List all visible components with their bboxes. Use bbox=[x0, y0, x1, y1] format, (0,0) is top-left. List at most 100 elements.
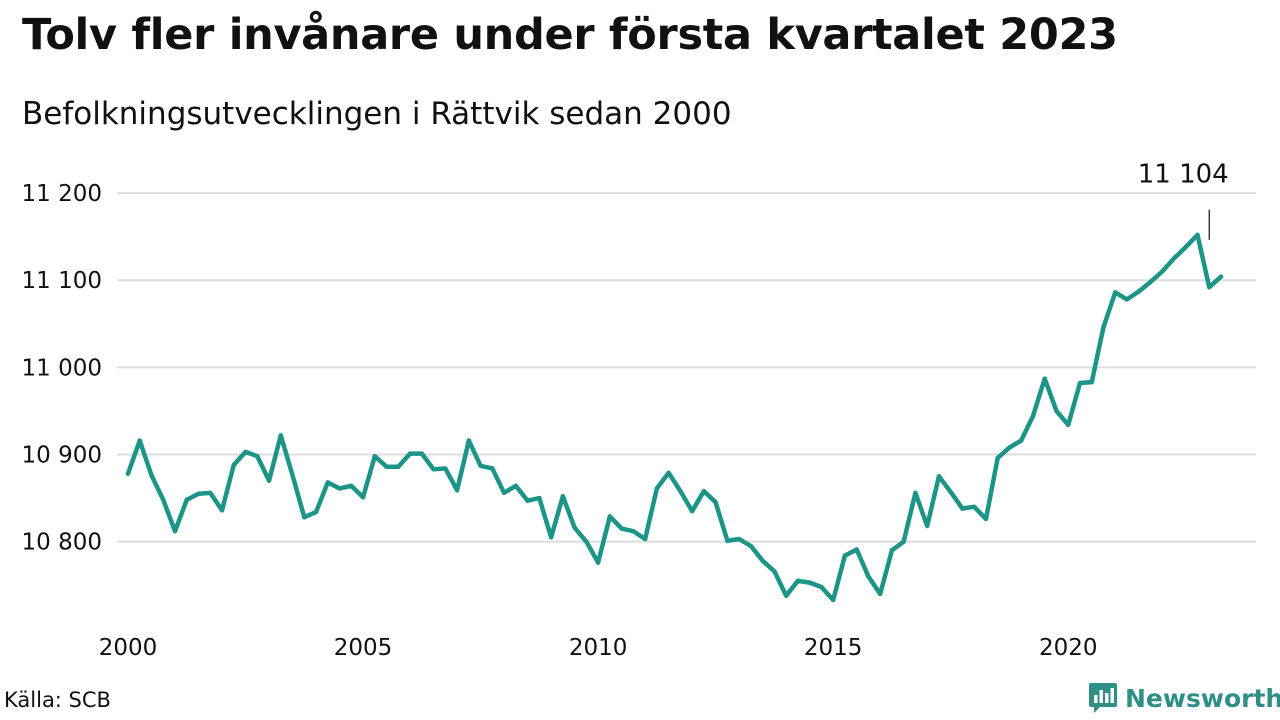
data-point bbox=[995, 455, 1000, 461]
data-point bbox=[219, 508, 225, 513]
data-point bbox=[196, 491, 201, 496]
data-point bbox=[537, 495, 542, 501]
data-point bbox=[1030, 413, 1036, 419]
data-point bbox=[924, 523, 930, 529]
chart-subtitle: Befolkningsutvecklingen i Rättvik sedan … bbox=[22, 96, 732, 132]
newsworthy-logo-icon bbox=[1089, 683, 1117, 713]
annotation-last-value: 11 104 bbox=[1138, 160, 1229, 190]
data-point bbox=[854, 547, 859, 552]
data-point bbox=[443, 466, 448, 471]
data-point bbox=[325, 480, 330, 485]
y-tick-label: 11 000 bbox=[22, 355, 102, 381]
data-point bbox=[396, 464, 401, 469]
data-point bbox=[983, 516, 989, 522]
data-point bbox=[1136, 289, 1141, 294]
data-point bbox=[795, 578, 801, 584]
data-point bbox=[654, 486, 660, 491]
data-point bbox=[877, 591, 883, 597]
data-point bbox=[149, 473, 154, 478]
data-point bbox=[1207, 284, 1212, 290]
data-point bbox=[725, 538, 730, 543]
brand-logo[interactable]: Newsworthy bbox=[1088, 682, 1280, 714]
data-point bbox=[642, 536, 648, 542]
data-point bbox=[783, 593, 789, 598]
data-point bbox=[290, 473, 295, 478]
data-point bbox=[1148, 279, 1153, 285]
data-point bbox=[302, 515, 307, 520]
data-point bbox=[819, 584, 824, 590]
data-point bbox=[713, 500, 718, 505]
data-point bbox=[419, 451, 425, 456]
data-point bbox=[595, 560, 601, 565]
data-point bbox=[1218, 274, 1224, 279]
data-point bbox=[243, 449, 248, 455]
data-point bbox=[1007, 445, 1012, 450]
data-point bbox=[407, 451, 413, 456]
data-point bbox=[631, 528, 636, 534]
population-line bbox=[125, 232, 1224, 603]
data-point bbox=[971, 504, 977, 509]
data-point bbox=[337, 486, 342, 491]
data-point bbox=[1171, 256, 1177, 261]
x-tick-label: 2020 bbox=[1039, 635, 1098, 661]
data-point bbox=[760, 558, 765, 564]
data-point bbox=[901, 539, 906, 544]
data-points bbox=[125, 232, 1224, 603]
data-point bbox=[960, 506, 965, 511]
data-point bbox=[1077, 380, 1083, 386]
data-point bbox=[161, 497, 166, 503]
data-point bbox=[1195, 232, 1200, 238]
data-point bbox=[1054, 408, 1059, 414]
data-point bbox=[1183, 244, 1188, 250]
data-point bbox=[360, 495, 366, 500]
chart-title: Tolv fler invånare under första kvartale… bbox=[22, 10, 1118, 60]
data-point bbox=[313, 509, 319, 515]
data-point bbox=[137, 438, 142, 443]
data-point bbox=[231, 462, 236, 468]
data-point bbox=[349, 483, 354, 489]
brand-name: Newsworthy bbox=[1125, 683, 1280, 713]
data-point bbox=[1160, 269, 1165, 274]
x-tick-label: 2010 bbox=[569, 635, 628, 661]
data-point bbox=[666, 470, 671, 475]
data-point bbox=[454, 488, 460, 493]
data-point bbox=[560, 494, 566, 499]
data-point bbox=[807, 580, 812, 585]
data-point bbox=[772, 569, 777, 574]
x-tick-label: 2005 bbox=[334, 635, 393, 661]
data-point bbox=[948, 489, 953, 495]
source-note: Källa: SCB bbox=[4, 688, 111, 712]
grid-lines bbox=[117, 192, 1256, 543]
data-point bbox=[255, 454, 260, 459]
data-point bbox=[607, 514, 613, 519]
data-point bbox=[466, 438, 472, 443]
data-point bbox=[1019, 438, 1024, 443]
data-point bbox=[372, 454, 378, 459]
data-point bbox=[208, 490, 213, 496]
y-tick-label: 10 900 bbox=[22, 443, 102, 469]
y-tick-label: 10 800 bbox=[22, 530, 102, 556]
data-point bbox=[572, 525, 577, 530]
data-point bbox=[513, 483, 519, 489]
data-point bbox=[278, 433, 283, 438]
y-axis-tick-labels: 10 800 10 900 11 000 11 100 11 200 bbox=[22, 181, 102, 556]
data-point bbox=[689, 508, 695, 514]
data-point bbox=[889, 548, 895, 553]
data-point bbox=[913, 490, 918, 496]
data-point bbox=[1113, 290, 1118, 295]
data-point bbox=[866, 574, 871, 579]
data-point bbox=[172, 528, 178, 534]
data-point bbox=[678, 488, 683, 494]
data-point bbox=[619, 526, 624, 531]
data-point bbox=[584, 539, 589, 544]
x-tick-label: 2000 bbox=[99, 635, 158, 661]
data-point bbox=[266, 478, 272, 483]
data-point bbox=[748, 543, 754, 549]
x-tick-label: 2015 bbox=[804, 635, 863, 661]
data-point bbox=[1101, 325, 1106, 330]
data-point bbox=[1124, 297, 1130, 302]
data-point bbox=[842, 553, 848, 558]
data-point bbox=[490, 466, 495, 471]
data-point bbox=[936, 474, 942, 479]
data-point bbox=[125, 471, 131, 476]
